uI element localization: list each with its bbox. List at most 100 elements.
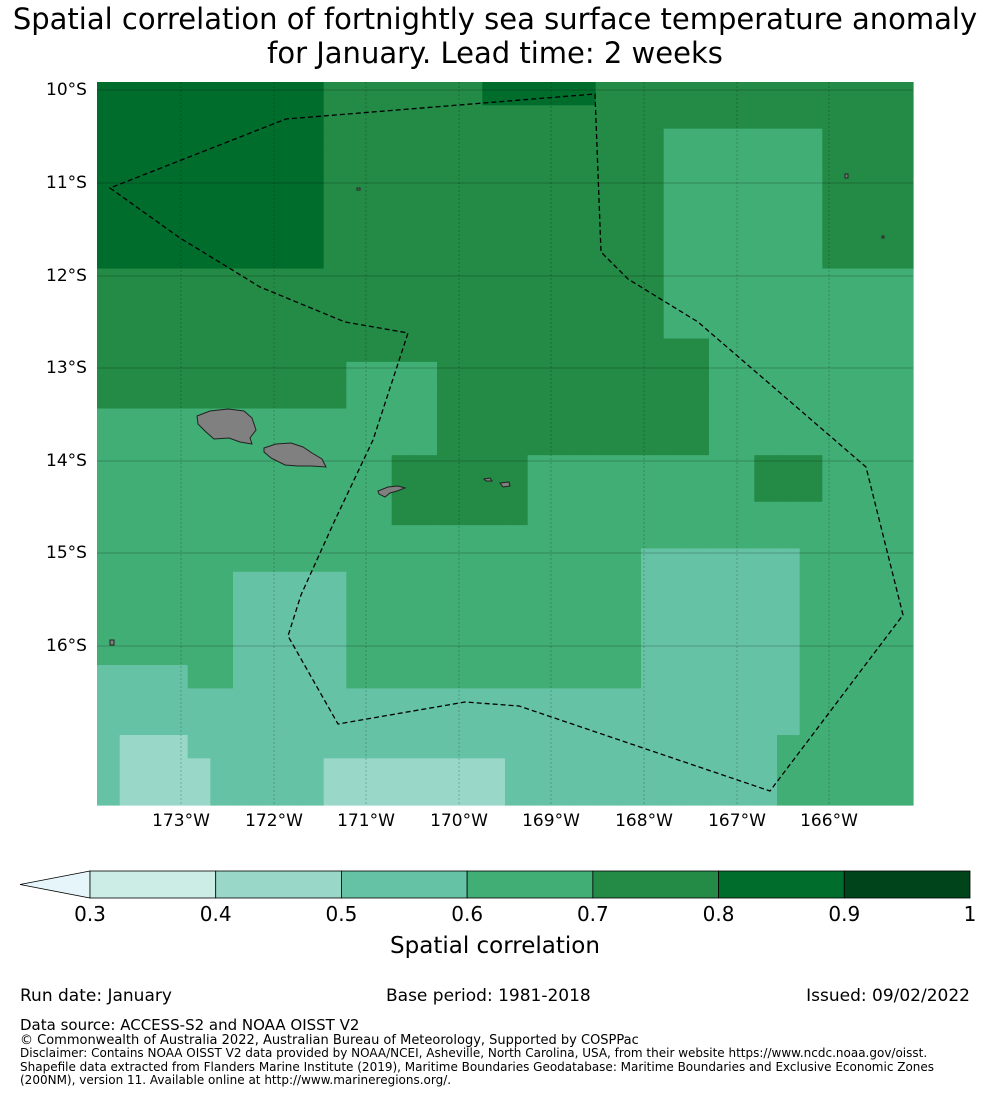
correlation-cell (663, 478, 687, 503)
correlation-cell (505, 268, 529, 293)
correlation-cell (686, 221, 710, 246)
correlation-cell (301, 268, 325, 293)
correlation-cell (437, 105, 461, 130)
correlation-cell (550, 501, 574, 526)
correlation-cell (187, 595, 211, 620)
correlation-cell (663, 105, 687, 130)
correlation-cell (346, 128, 370, 153)
correlation-cell (97, 688, 121, 713)
correlation-cell (459, 665, 483, 689)
correlation-cell (505, 735, 529, 759)
correlation-cell (391, 198, 415, 223)
correlation-cell (142, 688, 166, 713)
correlation-cell (346, 618, 370, 643)
correlation-cell (731, 431, 755, 456)
correlation-cell (890, 315, 914, 340)
correlation-cell (97, 571, 121, 596)
correlation-cell (731, 548, 755, 573)
correlation-cell (142, 128, 166, 153)
colorbar-tick-label: 0.7 (576, 902, 609, 926)
correlation-cell (527, 385, 551, 410)
correlation-cell (709, 618, 733, 643)
correlation-cell (414, 688, 438, 713)
correlation-cell (595, 82, 619, 106)
colorbar-under-arrow (19, 870, 91, 899)
correlation-cell (301, 665, 325, 689)
correlation-cell (777, 571, 801, 596)
correlation-cell (459, 128, 483, 153)
correlation-cell (845, 105, 869, 130)
correlation-cell (663, 735, 687, 759)
correlation-cell (255, 151, 279, 176)
correlation-cell (505, 408, 529, 433)
correlation-cell (527, 408, 551, 433)
correlation-cell (618, 781, 642, 806)
correlation-cell (482, 315, 506, 340)
correlation-cell (754, 688, 778, 713)
correlation-cell (369, 291, 393, 316)
correlation-cell (663, 455, 687, 480)
correlation-cell (255, 478, 279, 503)
correlation-cell (754, 455, 778, 480)
correlation-cell (482, 525, 506, 550)
correlation-cell (709, 688, 733, 713)
correlation-cell (346, 245, 370, 270)
correlation-cell (369, 501, 393, 526)
correlation-cell (799, 525, 823, 550)
correlation-cell (414, 361, 438, 386)
correlation-cell (165, 385, 189, 410)
correlation-cell (414, 595, 438, 620)
correlation-cell (187, 641, 211, 666)
correlation-cell (867, 408, 891, 433)
correlation-cell (641, 128, 665, 153)
correlation-cell (731, 595, 755, 620)
correlation-cell (142, 198, 166, 223)
correlation-cell (482, 641, 506, 666)
correlation-cell (777, 665, 801, 689)
correlation-cell (482, 361, 506, 386)
correlation-cell (369, 455, 393, 480)
correlation-cell (414, 501, 438, 526)
correlation-cell (323, 105, 347, 130)
correlation-cell (165, 431, 189, 456)
correlation-cell (278, 711, 302, 736)
correlation-cell (437, 128, 461, 153)
correlation-cell (573, 641, 597, 666)
correlation-cell (278, 385, 302, 410)
correlation-cell (459, 175, 483, 200)
correlation-cell (142, 338, 166, 363)
correlation-cell (459, 198, 483, 223)
correlation-cell (505, 82, 529, 106)
correlation-cell (799, 431, 823, 456)
correlation-cell (867, 338, 891, 363)
correlation-cell (391, 151, 415, 176)
correlation-cell (618, 618, 642, 643)
correlation-cell (777, 595, 801, 620)
correlation-cell (482, 595, 506, 620)
correlation-cell (97, 361, 121, 386)
correlation-cell (641, 221, 665, 246)
correlation-cell (233, 548, 257, 573)
correlation-cell (482, 758, 506, 783)
correlation-cell (187, 245, 211, 270)
correlation-cell (663, 758, 687, 783)
correlation-cell (369, 268, 393, 293)
correlation-cell (550, 525, 574, 550)
correlation-cell (618, 665, 642, 689)
correlation-cell (142, 431, 166, 456)
correlation-cell (573, 571, 597, 596)
correlation-cell (210, 688, 234, 713)
correlation-cell (550, 688, 574, 713)
correlation-cell (641, 151, 665, 176)
correlation-cell (890, 781, 914, 806)
correlation-cell (482, 151, 506, 176)
correlation-cell (618, 291, 642, 316)
correlation-cell (482, 431, 506, 456)
correlation-cell (777, 291, 801, 316)
correlation-cell (278, 105, 302, 130)
correlation-cell (210, 618, 234, 643)
correlation-cell (595, 151, 619, 176)
correlation-cell (527, 478, 551, 503)
colorbar (19, 870, 971, 899)
correlation-cell (867, 175, 891, 200)
